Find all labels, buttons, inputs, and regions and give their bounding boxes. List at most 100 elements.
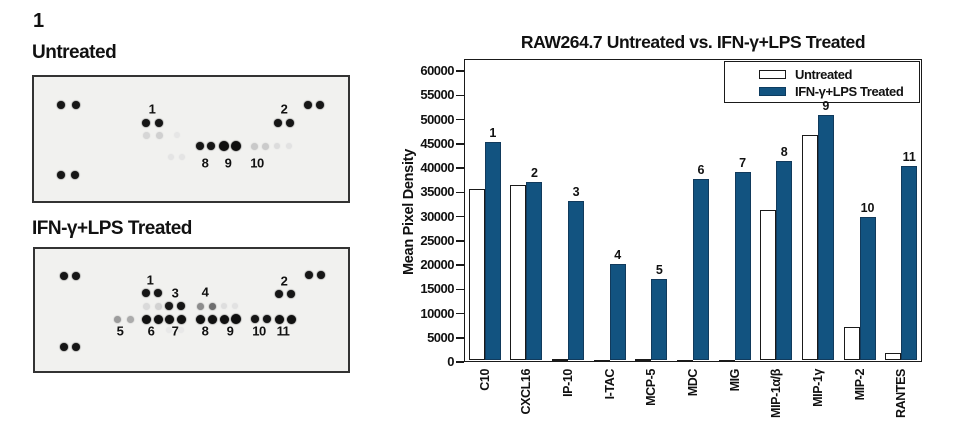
- legend-label-treated: IFN-γ+LPS Treated: [795, 84, 904, 99]
- blot-dot: [207, 142, 215, 150]
- bar-treated: [817, 114, 834, 361]
- blot-heading-treated: IFN-γ+LPS Treated: [32, 218, 192, 239]
- bar-treated: [776, 160, 793, 361]
- y-tick: [456, 240, 464, 242]
- y-tick-label: 5000: [427, 329, 454, 345]
- blot-dot: [142, 131, 150, 139]
- legend: Untreated IFN-γ+LPS Treated: [724, 61, 920, 103]
- y-tick: [456, 94, 464, 97]
- bar-treated: [609, 263, 626, 361]
- blot-dot: [219, 141, 229, 151]
- x-category-label: MIG: [727, 369, 742, 392]
- x-category-label: MCP-5: [644, 369, 659, 406]
- bar-number-label: 9: [822, 98, 830, 113]
- blot-dot: [274, 119, 282, 127]
- blot-dot: [164, 314, 174, 324]
- blot-spot-label: 5: [116, 323, 124, 339]
- blot-spot-label: 9: [226, 323, 234, 339]
- bar-number-label: 1: [489, 126, 497, 141]
- blot-spot-label: 7: [171, 323, 179, 339]
- figure-number: 1: [33, 10, 44, 32]
- blot-dot: [232, 303, 238, 309]
- y-tick-label: 25000: [420, 232, 454, 248]
- y-tick: [456, 191, 464, 194]
- y-tick: [456, 215, 464, 218]
- blot-dot: [71, 171, 79, 179]
- bar-number-label: 10: [860, 201, 875, 216]
- y-tick-label: 0: [447, 354, 454, 369]
- bar-untreated: [552, 358, 569, 361]
- blot-dot: [304, 101, 312, 109]
- y-tick: [456, 312, 464, 315]
- bar-number-label: 5: [655, 263, 663, 278]
- x-category-label: MIP-1α/β: [769, 369, 784, 418]
- bar-untreated: [510, 185, 527, 361]
- blot-dot: [231, 141, 241, 151]
- blot-dot: [142, 289, 150, 297]
- blot-spot-label: 1: [148, 101, 156, 117]
- bar-number-label: 3: [572, 184, 580, 199]
- blot-dot: [305, 271, 313, 279]
- blot-dot: [154, 289, 162, 297]
- blot-spot-label: 8: [201, 155, 209, 171]
- blot-dot: [250, 142, 258, 150]
- blot-spot-label: 10: [252, 323, 266, 339]
- blot-dot: [208, 302, 216, 310]
- y-tick: [456, 361, 464, 363]
- blot-spot-label: 1: [146, 272, 154, 288]
- bar-number-label: 11: [902, 150, 916, 165]
- y-tick: [456, 264, 464, 266]
- blot-spot-label: 10: [250, 155, 264, 171]
- y-tick-label: 35000: [420, 184, 454, 200]
- blot-dot: [141, 314, 151, 324]
- blot-dot: [275, 290, 283, 298]
- bar-treated: [901, 166, 918, 361]
- blot-dot: [154, 302, 162, 310]
- blot-spot-label: 2: [280, 273, 288, 289]
- x-category-label: MIP-2: [852, 369, 867, 401]
- blot-dot: [316, 101, 324, 109]
- blot-dot: [113, 315, 121, 323]
- y-tick: [456, 70, 464, 72]
- blot-dot: [176, 314, 186, 324]
- blot-dot: [177, 302, 185, 310]
- legend-item-treated: IFN-γ+LPS Treated: [759, 83, 919, 100]
- y-tick-label: 60000: [420, 63, 454, 79]
- blot-spot-label: 4: [201, 284, 209, 300]
- blot-dot: [196, 302, 204, 310]
- blot-dot: [178, 327, 184, 333]
- blot-dot: [221, 303, 227, 309]
- y-tick-label: 30000: [420, 208, 454, 224]
- y-tick: [456, 288, 464, 291]
- legend-swatch-untreated: [759, 70, 786, 79]
- bar-treated: [859, 217, 876, 361]
- y-tick-label: 15000: [420, 281, 454, 297]
- blot-dot: [57, 171, 65, 179]
- blot-dot: [165, 302, 173, 310]
- y-tick-label: 40000: [420, 160, 454, 176]
- blot-panel-untreated: 1 2 8 9 10: [32, 75, 350, 203]
- blot-dot: [207, 314, 217, 324]
- blot-dot: [60, 343, 68, 351]
- bar-treated: [568, 200, 585, 361]
- blot-dot: [166, 327, 172, 333]
- blot-dot: [286, 119, 294, 127]
- blot-dot: [287, 290, 295, 298]
- blot-panel-treated: 1 2 3 4 5 6 7 8 9 10 11: [33, 247, 350, 373]
- blot-dot: [72, 101, 80, 109]
- blot-dot: [231, 314, 241, 324]
- blot-spot-label: 11: [276, 323, 290, 339]
- blot-dot: [195, 314, 205, 324]
- blot-dot: [274, 314, 284, 324]
- blot-dot: [251, 315, 259, 323]
- legend-label-untreated: Untreated: [795, 67, 853, 82]
- blot-dot: [196, 142, 204, 150]
- bar-number-label: 8: [780, 144, 788, 159]
- y-tick-label: 45000: [420, 135, 454, 151]
- bar-number-label: 7: [739, 156, 747, 171]
- blot-dot: [142, 119, 150, 127]
- y-tick-label: 55000: [420, 87, 454, 103]
- bar-untreated: [635, 358, 652, 361]
- y-tick: [456, 118, 464, 121]
- legend-item-untreated: Untreated: [759, 66, 919, 83]
